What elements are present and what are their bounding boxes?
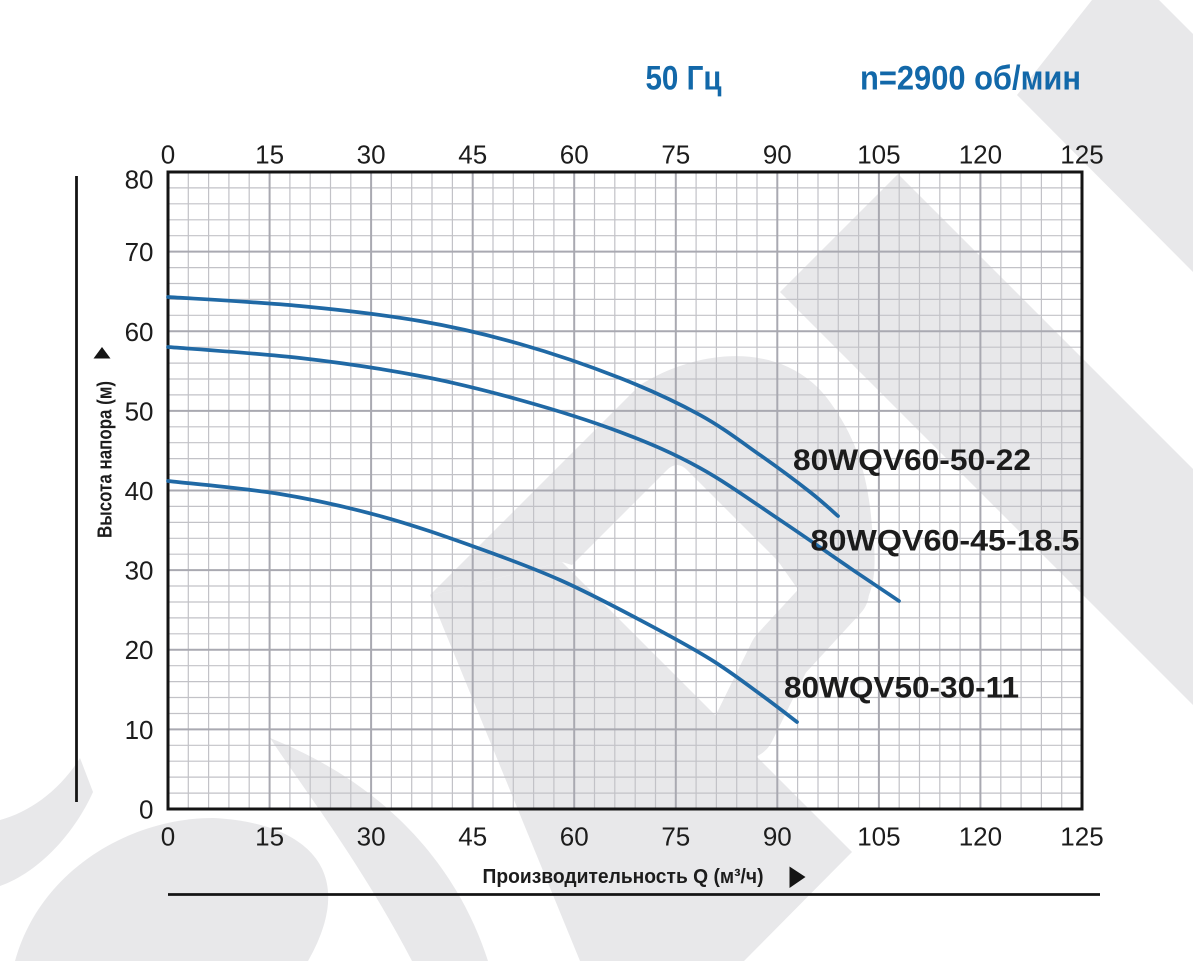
svg-text:125: 125 (1060, 140, 1103, 170)
svg-text:75: 75 (661, 822, 690, 852)
svg-text:50 Гц: 50 Гц (646, 60, 722, 98)
svg-text:20: 20 (125, 635, 154, 665)
svg-text:80WQV60-45-18.5: 80WQV60-45-18.5 (811, 525, 1080, 558)
svg-text:90: 90 (763, 822, 792, 852)
svg-text:30: 30 (357, 140, 386, 170)
svg-text:125: 125 (1060, 822, 1103, 852)
svg-text:120: 120 (959, 822, 1002, 852)
svg-text:45: 45 (458, 822, 487, 852)
svg-text:120: 120 (959, 140, 1002, 170)
svg-text:45: 45 (458, 140, 487, 170)
svg-text:90: 90 (763, 140, 792, 170)
svg-text:105: 105 (857, 822, 900, 852)
svg-text:0: 0 (161, 822, 175, 852)
svg-text:15: 15 (255, 140, 284, 170)
svg-text:60: 60 (125, 317, 154, 347)
svg-text:60: 60 (560, 140, 589, 170)
svg-text:80WQV60-50-22: 80WQV60-50-22 (793, 444, 1031, 477)
svg-text:Производительность Q (м³/ч): Производительность Q (м³/ч) (483, 865, 764, 888)
svg-text:40: 40 (125, 476, 154, 506)
svg-text:80WQV50-30-11: 80WQV50-30-11 (784, 672, 1019, 705)
svg-text:50: 50 (125, 396, 154, 426)
svg-text:Высота напора (м): Высота напора (м) (94, 381, 117, 538)
svg-text:n=2900 об/мин: n=2900 об/мин (860, 60, 1081, 98)
svg-text:15: 15 (255, 822, 284, 852)
svg-text:30: 30 (357, 822, 386, 852)
svg-text:75: 75 (661, 140, 690, 170)
svg-text:70: 70 (125, 237, 154, 267)
svg-text:10: 10 (125, 715, 154, 745)
svg-text:0: 0 (139, 795, 153, 825)
svg-text:80: 80 (125, 165, 154, 195)
svg-text:30: 30 (125, 556, 154, 586)
svg-text:105: 105 (857, 140, 900, 170)
svg-text:60: 60 (560, 822, 589, 852)
svg-text:0: 0 (161, 140, 175, 170)
